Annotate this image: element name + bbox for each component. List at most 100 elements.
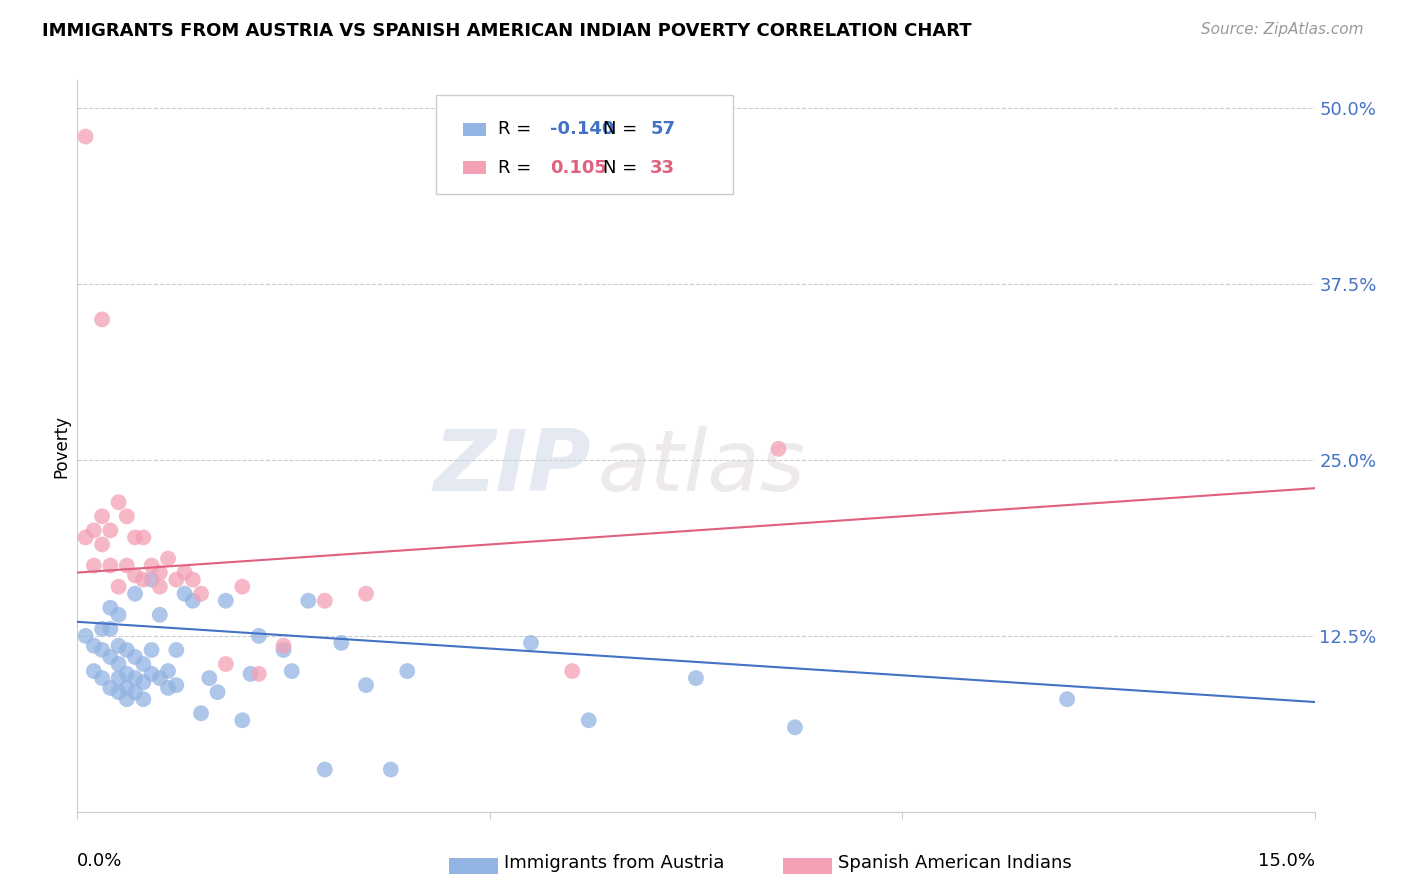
Text: IMMIGRANTS FROM AUSTRIA VS SPANISH AMERICAN INDIAN POVERTY CORRELATION CHART: IMMIGRANTS FROM AUSTRIA VS SPANISH AMERI… xyxy=(42,22,972,40)
Point xyxy=(247,629,270,643)
Point xyxy=(115,692,138,706)
Point xyxy=(165,573,187,587)
Point xyxy=(157,681,180,695)
Point xyxy=(330,636,353,650)
Point xyxy=(115,681,138,695)
Point xyxy=(75,129,97,144)
Point xyxy=(107,580,129,594)
Point xyxy=(157,664,180,678)
Point xyxy=(98,622,121,636)
Point xyxy=(83,524,105,538)
Point xyxy=(157,551,180,566)
Point xyxy=(231,580,253,594)
Point xyxy=(247,666,270,681)
Point xyxy=(107,671,129,685)
Point xyxy=(149,566,172,580)
Point xyxy=(115,558,138,573)
Point xyxy=(354,587,377,601)
Point xyxy=(165,643,187,657)
Point xyxy=(75,629,97,643)
Point xyxy=(215,593,238,607)
Text: 33: 33 xyxy=(650,159,675,177)
Point xyxy=(281,664,304,678)
Point xyxy=(173,566,195,580)
Point xyxy=(768,442,790,456)
Text: 0.0%: 0.0% xyxy=(77,852,122,870)
Point xyxy=(561,664,583,678)
Text: ZIP: ZIP xyxy=(433,426,591,509)
Point xyxy=(124,530,146,544)
Point xyxy=(190,587,212,601)
Point xyxy=(181,573,204,587)
Point xyxy=(98,558,121,573)
Point xyxy=(107,685,129,699)
Point xyxy=(297,593,319,607)
Point xyxy=(124,568,146,582)
Point xyxy=(132,573,155,587)
Point xyxy=(165,678,187,692)
Point xyxy=(115,509,138,524)
Point xyxy=(107,657,129,671)
Text: 0.105: 0.105 xyxy=(550,159,607,177)
Point xyxy=(173,587,195,601)
Text: 15.0%: 15.0% xyxy=(1257,852,1315,870)
Text: N =: N = xyxy=(603,159,643,177)
Point xyxy=(91,622,114,636)
Point xyxy=(520,636,543,650)
Text: R =: R = xyxy=(498,120,537,138)
Point xyxy=(141,558,163,573)
Point xyxy=(124,685,146,699)
FancyBboxPatch shape xyxy=(436,95,733,194)
Point xyxy=(141,643,163,657)
Bar xyxy=(449,858,498,874)
Bar xyxy=(783,858,832,874)
Bar xyxy=(464,122,485,136)
Text: atlas: atlas xyxy=(598,426,806,509)
Point xyxy=(91,312,114,326)
Point xyxy=(83,558,105,573)
Point xyxy=(83,639,105,653)
Point xyxy=(107,495,129,509)
Text: -0.140: -0.140 xyxy=(550,120,614,138)
Point xyxy=(207,685,229,699)
Point xyxy=(115,666,138,681)
Point xyxy=(314,593,336,607)
Point xyxy=(578,714,600,728)
Point xyxy=(98,600,121,615)
Point xyxy=(149,671,172,685)
Point xyxy=(91,509,114,524)
Point xyxy=(149,580,172,594)
Point xyxy=(231,714,253,728)
Point xyxy=(124,671,146,685)
Point xyxy=(198,671,221,685)
Text: 57: 57 xyxy=(650,120,675,138)
Text: Immigrants from Austria: Immigrants from Austria xyxy=(505,854,724,871)
Point xyxy=(215,657,238,671)
Point xyxy=(107,607,129,622)
Point xyxy=(181,593,204,607)
Point xyxy=(396,664,419,678)
Point xyxy=(1056,692,1078,706)
Point xyxy=(380,763,402,777)
Point xyxy=(141,666,163,681)
Point xyxy=(98,524,121,538)
Point xyxy=(98,681,121,695)
Point xyxy=(132,530,155,544)
Y-axis label: Poverty: Poverty xyxy=(52,415,70,477)
Point xyxy=(91,671,114,685)
Point xyxy=(132,657,155,671)
Point xyxy=(132,675,155,690)
Text: N =: N = xyxy=(603,120,643,138)
Point xyxy=(98,650,121,665)
Text: R =: R = xyxy=(498,159,537,177)
Point xyxy=(83,664,105,678)
Point xyxy=(314,763,336,777)
Point xyxy=(685,671,707,685)
Point xyxy=(124,650,146,665)
Point xyxy=(124,587,146,601)
Point xyxy=(239,666,262,681)
Point xyxy=(149,607,172,622)
Point xyxy=(273,643,295,657)
Point xyxy=(273,639,295,653)
Point xyxy=(190,706,212,721)
